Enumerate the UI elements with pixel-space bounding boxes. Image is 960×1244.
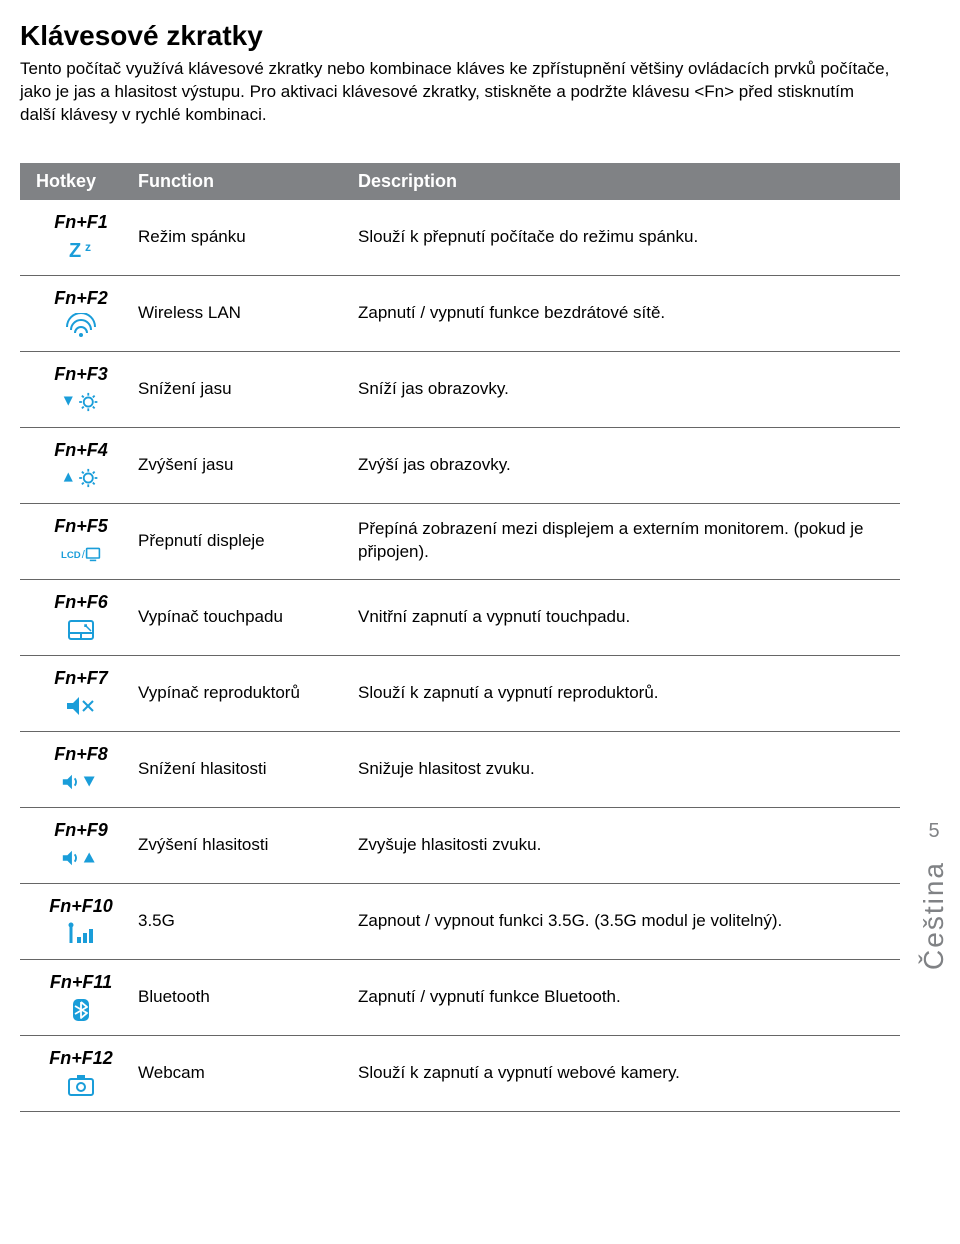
function-cell: Vypínač reproduktorů xyxy=(130,683,350,703)
table-row: Fn+F7 Vypínač reproduktorů Slouží k zapn… xyxy=(20,656,900,732)
function-cell: Zvýšení hlasitosti xyxy=(130,835,350,855)
table-row: Fn+F5 LCD/ Přepnutí displeje Přepíná zob… xyxy=(20,504,900,580)
function-cell: Wireless LAN xyxy=(130,303,350,323)
description-cell: Sníží jas obrazovky. xyxy=(350,378,900,401)
description-cell: Zapnout / vypnout funkci 3.5G. (3.5G mod… xyxy=(350,910,900,933)
hotkey-key-label: Fn+F2 xyxy=(54,288,108,309)
mute-icon xyxy=(61,693,101,719)
table-row: Fn+F2 Wireless LAN Zapnutí / vypnutí fun… xyxy=(20,276,900,352)
header-function: Function xyxy=(130,171,350,192)
sleep-icon: Zz xyxy=(61,237,101,263)
hotkey-key-label: Fn+F3 xyxy=(54,364,108,385)
description-cell: Přepíná zobrazení mezi displejem a exter… xyxy=(350,518,900,564)
table-row: Fn+F12 Webcam Slouží k zapnutí a vypnutí… xyxy=(20,1036,900,1112)
svg-text:LCD: LCD xyxy=(61,550,81,561)
table-row: Fn+F3 Snížení jasu Sníží jas obrazovky. xyxy=(20,352,900,428)
table-header: Hotkey Function Description xyxy=(20,163,900,200)
description-cell: Slouží k přepnutí počítače do režimu spá… xyxy=(350,226,900,249)
vol-dn-icon xyxy=(61,769,101,795)
header-description: Description xyxy=(350,171,900,192)
hotkey-cell: Fn+F9 xyxy=(20,820,130,871)
hotkey-key-label: Fn+F7 xyxy=(54,668,108,689)
function-cell: Vypínač touchpadu xyxy=(130,607,350,627)
table-row: Fn+F6 Vypínač touchpadu Vnitřní zapnutí … xyxy=(20,580,900,656)
description-cell: Vnitřní zapnutí a vypnutí touchpadu. xyxy=(350,606,900,629)
function-cell: Snížení jasu xyxy=(130,379,350,399)
hotkey-key-label: Fn+F10 xyxy=(49,896,113,917)
hotkey-table: Hotkey Function Description Fn+F1 Zz Rež… xyxy=(20,163,900,1112)
table-row: Fn+F8 Snížení hlasitosti Snižuje hlasito… xyxy=(20,732,900,808)
hotkey-cell: Fn+F7 xyxy=(20,668,130,719)
hotkey-key-label: Fn+F6 xyxy=(54,592,108,613)
webcam-icon xyxy=(61,1073,101,1099)
wifi-icon xyxy=(61,313,101,339)
table-row: Fn+F9 Zvýšení hlasitosti Zvyšuje hlasito… xyxy=(20,808,900,884)
hotkey-cell: Fn+F5 LCD/ xyxy=(20,516,130,567)
hotkey-cell: Fn+F1 Zz xyxy=(20,212,130,263)
hotkey-key-label: Fn+F5 xyxy=(54,516,108,537)
table-row: Fn+F4 Zvýšení jasu Zvýší jas obrazovky. xyxy=(20,428,900,504)
language-label: Čeština xyxy=(918,861,950,970)
svg-text:z: z xyxy=(85,240,91,254)
hotkey-key-label: Fn+F4 xyxy=(54,440,108,461)
vol-up-icon xyxy=(61,845,101,871)
description-cell: Zvyšuje hlasitosti zvuku. xyxy=(350,834,900,857)
description-cell: Slouží k zapnutí a vypnutí reproduktorů. xyxy=(350,682,900,705)
description-cell: Zvýší jas obrazovky. xyxy=(350,454,900,477)
function-cell: Zvýšení jasu xyxy=(130,455,350,475)
hotkey-cell: Fn+F11 xyxy=(20,972,130,1023)
svg-text:/: / xyxy=(82,549,86,561)
header-hotkey: Hotkey xyxy=(20,171,130,192)
hotkey-key-label: Fn+F9 xyxy=(54,820,108,841)
hotkey-cell: Fn+F8 xyxy=(20,744,130,795)
bright-dn-icon xyxy=(61,389,101,415)
description-cell: Slouží k zapnutí a vypnutí webové kamery… xyxy=(350,1062,900,1085)
hotkey-cell: Fn+F3 xyxy=(20,364,130,415)
function-cell: Webcam xyxy=(130,1063,350,1083)
description-cell: Zapnutí / vypnutí funkce bezdrátové sítě… xyxy=(350,302,900,325)
hotkey-key-label: Fn+F8 xyxy=(54,744,108,765)
side-label: 5 Čeština xyxy=(918,820,950,970)
hotkey-key-label: Fn+F1 xyxy=(54,212,108,233)
hotkey-cell: Fn+F6 xyxy=(20,592,130,643)
hotkey-cell: Fn+F2 xyxy=(20,288,130,339)
table-row: Fn+F1 Zz Režim spánku Slouží k přepnutí … xyxy=(20,200,900,276)
lcd-icon: LCD/ xyxy=(61,541,101,567)
hotkey-key-label: Fn+F11 xyxy=(50,972,112,993)
hotkey-cell: Fn+F10 xyxy=(20,896,130,947)
table-row: Fn+F10 3.5G Zapnout / vypnout funkci 3.5… xyxy=(20,884,900,960)
page-number: 5 xyxy=(928,820,939,843)
function-cell: Bluetooth xyxy=(130,987,350,1007)
table-row: Fn+F11 Bluetooth Zapnutí / vypnutí funkc… xyxy=(20,960,900,1036)
description-cell: Snižuje hlasitost zvuku. xyxy=(350,758,900,781)
3g-icon xyxy=(61,921,101,947)
hotkey-key-label: Fn+F12 xyxy=(49,1048,113,1069)
touchpad-icon xyxy=(61,617,101,643)
function-cell: Přepnutí displeje xyxy=(130,531,350,551)
hotkey-cell: Fn+F4 xyxy=(20,440,130,491)
intro-paragraph: Tento počítač využívá klávesové zkratky … xyxy=(20,58,890,127)
function-cell: Režim spánku xyxy=(130,227,350,247)
bright-up-icon xyxy=(61,465,101,491)
bluetooth-icon xyxy=(61,997,101,1023)
hotkey-cell: Fn+F12 xyxy=(20,1048,130,1099)
function-cell: Snížení hlasitosti xyxy=(130,759,350,779)
page-title: Klávesové zkratky xyxy=(20,20,920,52)
svg-text:Z: Z xyxy=(69,240,81,262)
function-cell: 3.5G xyxy=(130,911,350,931)
description-cell: Zapnutí / vypnutí funkce Bluetooth. xyxy=(350,986,900,1009)
